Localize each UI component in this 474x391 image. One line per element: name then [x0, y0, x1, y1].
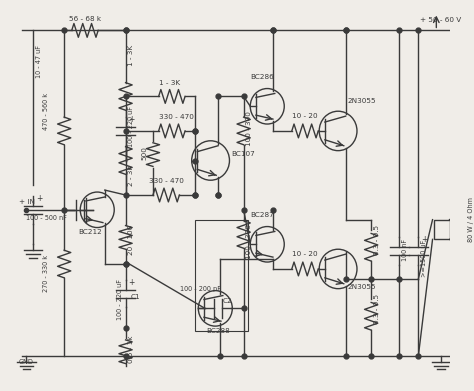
Text: 100 nF: 100 nF — [402, 239, 408, 262]
Text: 0.3 - 0.5: 0.3 - 0.5 — [374, 294, 380, 324]
Text: 1 - 3K: 1 - 3K — [159, 80, 180, 86]
Text: 10 - 47 uF: 10 - 47 uF — [36, 45, 42, 78]
Text: 100 - 500 nF: 100 - 500 nF — [27, 215, 67, 221]
Text: BC107: BC107 — [231, 151, 255, 156]
Text: C1: C1 — [130, 294, 140, 300]
Text: 20 - 100: 20 - 100 — [128, 224, 135, 255]
Text: >=1500 uF: >=1500 uF — [421, 239, 427, 276]
Text: 56 - 68 k: 56 - 68 k — [69, 16, 101, 22]
Text: 270 - 330 k: 270 - 330 k — [44, 255, 49, 292]
Text: 500: 500 — [142, 146, 147, 160]
Text: +: + — [128, 115, 135, 124]
Text: 0.5 - 1k: 0.5 - 1k — [128, 336, 135, 364]
Text: GND: GND — [19, 359, 34, 365]
Text: +: + — [36, 194, 42, 203]
Text: 80 W / 4 Ohm: 80 W / 4 Ohm — [468, 197, 474, 242]
Text: 2N3055: 2N3055 — [347, 98, 376, 104]
Text: +: + — [421, 235, 428, 244]
Text: BC212: BC212 — [78, 230, 101, 235]
Text: +: + — [128, 278, 135, 287]
Text: BC286: BC286 — [250, 74, 274, 80]
Text: BC288: BC288 — [206, 328, 229, 334]
Text: 330 - 470: 330 - 470 — [159, 114, 193, 120]
Text: 2 - 3k: 2 - 3k — [128, 165, 135, 186]
Text: 1 - 3K: 1 - 3K — [128, 45, 135, 66]
Text: 10 - 20: 10 - 20 — [292, 251, 318, 257]
Text: 470 - 560 k: 470 - 560 k — [44, 93, 49, 130]
Text: + IN: + IN — [19, 199, 35, 205]
Text: 100 - 200 pF: 100 - 200 pF — [180, 286, 221, 292]
Text: 0.3 - 0.5: 0.3 - 0.5 — [374, 224, 380, 255]
Text: 100 - 220 uF: 100 - 220 uF — [117, 279, 123, 320]
Bar — [194, 220, 248, 331]
Text: 2N3055: 2N3055 — [347, 283, 376, 290]
Text: 330 - 470: 330 - 470 — [149, 178, 184, 184]
Text: BC287: BC287 — [250, 212, 274, 218]
Text: + 50 - 60 V: + 50 - 60 V — [420, 18, 462, 23]
Text: C2: C2 — [223, 298, 232, 305]
Text: 100 - 300: 100 - 300 — [246, 224, 253, 260]
Text: 10 - 20: 10 - 20 — [292, 113, 318, 119]
Text: 100 - 300: 100 - 300 — [246, 111, 253, 146]
Text: 100 - 220 uF: 100 - 220 uF — [128, 106, 135, 147]
Bar — [435, 220, 449, 239]
